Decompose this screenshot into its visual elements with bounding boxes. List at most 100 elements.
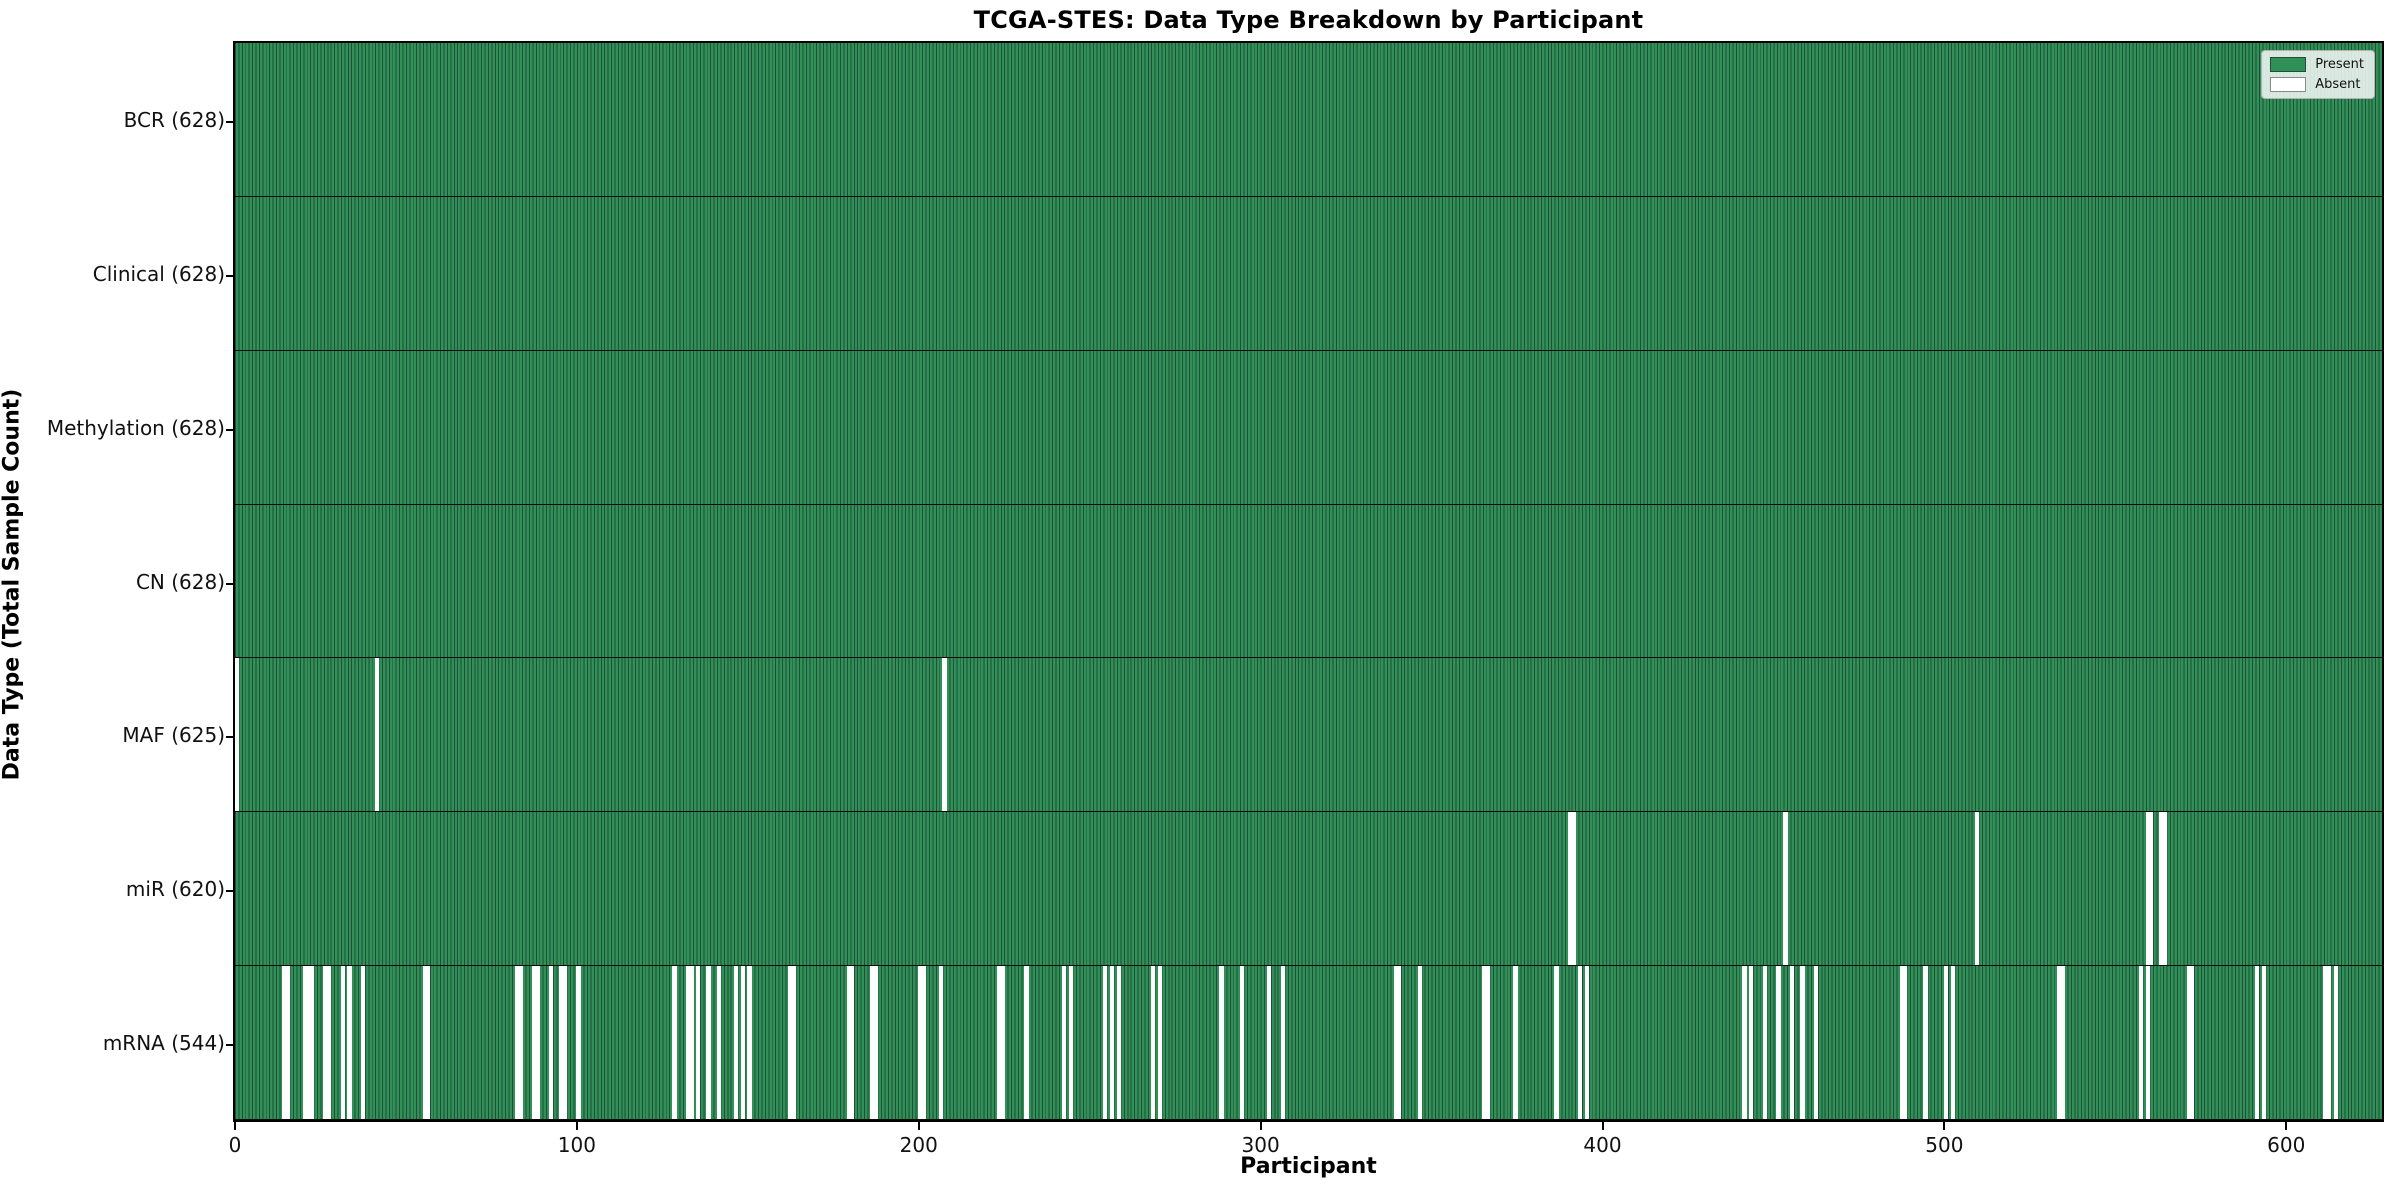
absent-stripe [1239, 966, 1245, 1119]
absent-swatch-icon [2270, 77, 2307, 92]
x-tick-label-0: 0 [228, 1133, 242, 1157]
absent-stripe [361, 966, 366, 1119]
y-tick-mark [226, 120, 233, 123]
absent-stripe [1116, 966, 1121, 1119]
absent-stripe [1585, 966, 1590, 1119]
absent-stripe [685, 966, 691, 1119]
absent-stripe [1776, 966, 1781, 1119]
absent-stripe [1554, 966, 1559, 1119]
absent-stripe [1102, 966, 1108, 1119]
absent-stripe [1280, 966, 1286, 1119]
absent-stripe [306, 966, 311, 1119]
absent-stripe [1899, 966, 1904, 1119]
absent-stripe [326, 966, 332, 1119]
x-tick-mark [917, 1122, 920, 1130]
absent-stripe [716, 966, 721, 1119]
absent-stripe [1783, 812, 1788, 966]
absent-stripe [1800, 966, 1805, 1119]
absent-stripe [696, 966, 701, 1119]
absent-stripe [1571, 812, 1576, 966]
legend-entry-absent: Absent [2270, 77, 2364, 92]
absent-stripe [1974, 812, 1980, 966]
y-tick-mark [226, 428, 233, 431]
absent-stripe [1513, 966, 1518, 1119]
y-tick-label-maf: MAF (625) [122, 723, 225, 748]
absent-stripe [235, 658, 239, 812]
absent-stripe [347, 966, 352, 1119]
y-tick-mark [226, 274, 233, 277]
absent-stripe [1578, 966, 1583, 1119]
absent-stripe [747, 966, 752, 1119]
absent-stripe [1482, 966, 1487, 1119]
legend: Present Absent [2261, 50, 2375, 99]
present-swatch-icon [2270, 57, 2307, 72]
absent-stripe [2333, 966, 2339, 1119]
absent-stripe [374, 658, 380, 812]
absent-stripe [1396, 966, 1402, 1119]
y-tick-label-mir: miR (620) [125, 877, 225, 902]
x-tick-label-500: 500 [1925, 1133, 1964, 1157]
row-band-bcr [235, 43, 2382, 197]
absent-stripe [918, 966, 923, 1119]
absent-stripe [302, 966, 308, 1119]
absent-stripe [576, 966, 581, 1119]
absent-stripe [2145, 966, 2151, 1119]
absent-stripe [1485, 966, 1491, 1119]
legend-label-present: Present [2315, 57, 2364, 72]
x-tick-label-100: 100 [557, 1133, 596, 1157]
x-tick-label-400: 400 [1583, 1133, 1622, 1157]
absent-stripe [514, 966, 520, 1119]
absent-stripe [2162, 812, 2168, 966]
absent-stripe [996, 966, 1002, 1119]
absent-stripe [285, 966, 291, 1119]
absent-stripe [938, 966, 944, 1119]
absent-stripe [1150, 966, 1156, 1119]
absent-stripe [2149, 812, 2154, 966]
absent-stripe [1814, 966, 1819, 1119]
absent-stripe [672, 966, 677, 1119]
y-tick-label-mrna: mRNA (544) [102, 1031, 225, 1056]
y-tick-label-cn: CN (628) [135, 569, 225, 594]
chart-title: TCGA-STES: Data Type Breakdown by Partic… [973, 6, 1644, 34]
absent-stripe [791, 966, 797, 1119]
absent-stripe [1790, 966, 1795, 1119]
absent-stripe [942, 658, 947, 812]
absent-stripe [689, 966, 694, 1119]
absent-stripe [1000, 966, 1005, 1119]
x-tick-mark [575, 1122, 578, 1130]
y-tick-label-clinical: Clinical (628) [92, 261, 225, 286]
absent-stripe [1219, 966, 1224, 1119]
legend-entry-present: Present [2270, 57, 2364, 72]
absent-stripe [1068, 966, 1074, 1119]
y-tick-mark [226, 582, 233, 585]
absent-stripe [2190, 966, 2195, 1119]
absent-stripe [1762, 966, 1768, 1119]
absent-stripe [309, 966, 315, 1119]
absent-stripe [740, 966, 745, 1119]
absent-stripe [2261, 966, 2267, 1119]
absent-stripe [2323, 966, 2328, 1119]
absent-stripe [1157, 966, 1162, 1119]
absent-stripe [2255, 966, 2260, 1119]
absent-stripe [340, 966, 345, 1119]
absent-stripe [1109, 966, 1115, 1119]
absent-stripe [2060, 966, 2065, 1119]
row-band-cn [235, 504, 2382, 659]
absent-stripe [2186, 966, 2192, 1119]
absent-stripe [1024, 966, 1029, 1119]
absent-stripe [1902, 966, 1908, 1119]
absent-stripe [2056, 966, 2062, 1119]
row-band-mir [235, 812, 2382, 967]
row-band-methylation [235, 350, 2382, 505]
x-tick-label-600: 600 [2267, 1133, 2306, 1157]
absent-stripe [535, 966, 540, 1119]
absent-stripe [2159, 812, 2164, 966]
x-tick-mark [234, 1122, 236, 1130]
absent-stripe [426, 966, 431, 1119]
row-band-clinical [235, 196, 2382, 351]
absent-stripe [706, 966, 711, 1119]
y-tick-mark [226, 1044, 233, 1047]
plot-area: Present Absent [226, 41, 2384, 1122]
x-tick-label-200: 200 [899, 1133, 938, 1157]
absent-stripe [1393, 966, 1398, 1119]
